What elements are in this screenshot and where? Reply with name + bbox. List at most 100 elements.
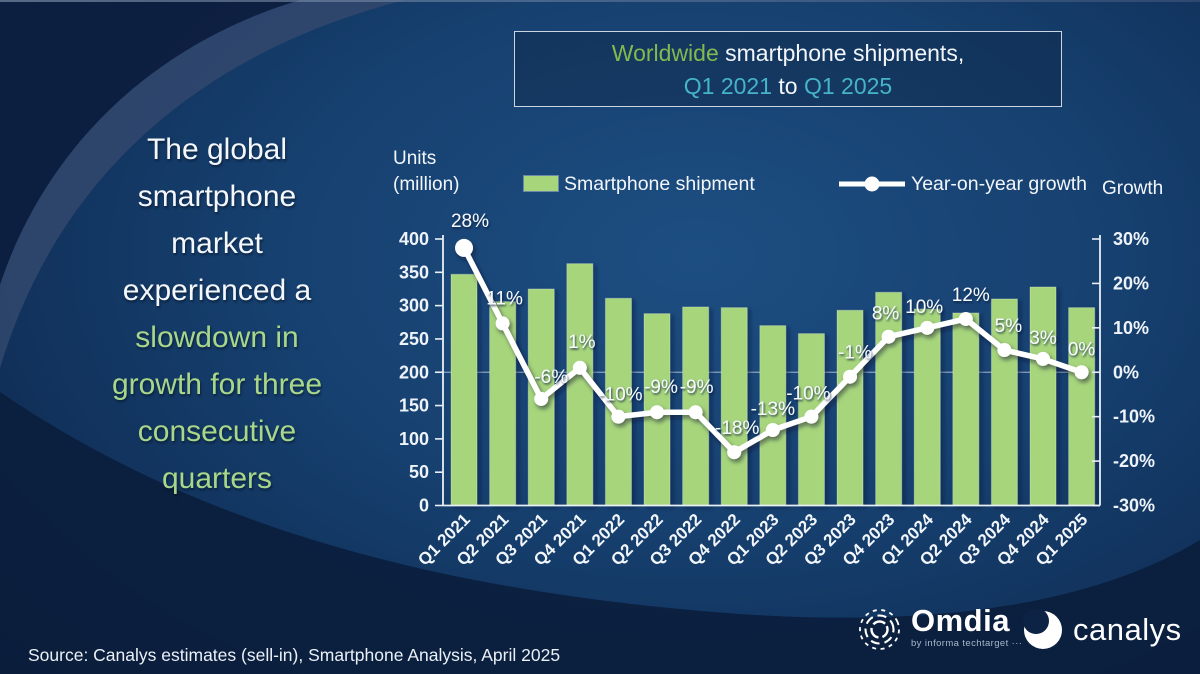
right-axis-title: Growth [1102,178,1164,199]
growth-label-Q2 2023: -10% [786,384,830,405]
title-range-sep: to [772,73,804,99]
bar-Q3 2024 [990,298,1018,506]
growth-point-Q3 2022 [688,405,703,420]
right-tick-label: -30% [1113,496,1155,516]
growth-point-Q3 2024 [997,343,1012,358]
legend-line-label: Year-on-year growth [911,173,1087,195]
chart-title-line2: Q1 2021 to Q1 2025 [515,70,1061,103]
growth-point-Q3 2023 [843,369,857,384]
growth-data-labels: 28%11%-6%1%-10% -9% -9%-18%-13%-10%-1%8% 10… [451,211,1095,439]
bar-Q2 2021 [489,301,517,506]
growth-line [455,238,1089,460]
headline-line: consecutive [137,415,297,448]
bar-Q1 2021 [450,273,478,506]
growth-point-Q1 2025 [1074,365,1089,380]
corner-swoosh-light [0,0,405,368]
chart-plot-area: 40035030025020015010050030%20%10%0%-10%-… [399,211,1155,570]
left-tick-label: 350 [399,262,429,282]
axes: 40035030025020015010050030%20%10%0%-10%-… [399,229,1155,516]
growth-label-Q3 2022: -9% [680,377,714,398]
growth-label-Q3 2023: -1% [838,343,872,364]
left-axis-title: Units (million) [393,146,460,198]
right-tick-label: 30% [1113,229,1149,249]
chart-title-line1: Worldwide smartphone shipments, [515,37,1061,70]
growth-label-Q3 2021: -6% [534,367,568,388]
corner-swoosh-dark [0,0,300,285]
bar-Q4 2022 [720,307,748,506]
growth-label-Q1 2024: 10% [905,297,943,318]
growth-point-Q2 2024 [958,311,973,326]
headline-line: growth for three [111,368,323,401]
growth-point-Q2 2023 [804,409,819,424]
left-tick-label: 300 [399,296,429,316]
growth-point-Q1 2023 [765,422,780,437]
left-tick-label: 200 [399,362,429,382]
chart-title-box: Worldwide smartphone shipments, Q1 2021 … [514,31,1062,107]
bar-Q1 2025 [1068,307,1096,506]
left-tick-label: 250 [399,329,429,349]
right-tick-label: 20% [1113,273,1149,293]
left-tick-label: 100 [399,429,429,449]
growth-point-Q4 2022 [727,445,742,460]
growth-point-Q1 2024 [920,320,935,335]
right-tick-label: -20% [1113,451,1155,471]
left-tick-label: 400 [399,229,429,249]
headline-line: quarters [161,462,273,495]
title-highlight: Worldwide [611,40,719,66]
growth-label-Q4 2022: -18% [715,418,759,439]
left-axis-title-line1: Units [393,148,437,169]
growth-label-Q4 2024: 3% [1029,328,1057,349]
bar-Q4 2024 [1029,286,1057,506]
legend-bar-swatch [524,176,558,191]
right-tick-label: 10% [1113,318,1149,338]
right-tick-label: -10% [1113,407,1155,427]
legend-line-marker [839,176,905,192]
bar-Q4 2021 [566,263,594,506]
growth-point-Q3 2021 [534,391,549,406]
left-axis-title-line2: (million) [393,174,460,195]
shipment-bars [450,263,1096,506]
growth-label-Q1 2023: -13% [751,399,795,420]
bar-Q1 2023 [759,325,787,506]
bottom-swoosh-dark [0,392,1200,674]
growth-label-Q4 2023: 8% [872,304,900,325]
bar-Q2 2024 [952,312,980,506]
right-tick-label: 0% [1113,362,1139,382]
growth-point-Q2 2022 [650,405,664,420]
headline-line: slowdown in [135,321,299,354]
growth-label-Q3 2024: 5% [995,316,1023,337]
growth-label-Q2 2022: -9% [644,377,678,398]
growth-point-Q2 2021 [495,316,510,331]
growth-label-Q1 2025: 0% [1068,339,1096,360]
growth-point-Q4 2023 [881,329,896,344]
growth-point-Q4 2024 [1036,351,1050,366]
headline-line: The global [146,133,288,166]
bar-Q1 2024 [913,308,941,506]
growth-label-Q2 2021: 11% [486,288,523,309]
growth-label-Q4 2021: 1% [568,332,596,353]
growth-label-Q2 2024: 12% [952,285,990,306]
key-insight-text: The global smartphone market experienced a s… [42,126,392,502]
left-tick-label: 50 [409,462,429,482]
source-note: Source: Canalys estimates (sell-in), Sma… [28,645,561,665]
growth-label-Q1 2022: -10% [598,385,642,406]
growth-label-Q1 2021: 28% [451,211,489,232]
growth-point-Q1 2022 [611,409,626,424]
bar-Q4 2023 [875,291,903,506]
shipments-growth-chart: Units (million) Growth Smartphone shipme… [390,135,1190,625]
growth-point-Q1 2021 [455,238,473,257]
headline-line: experienced a [122,274,312,307]
bar-Q3 2023 [836,309,864,506]
left-tick-label: 150 [399,396,429,416]
headline-line: market [171,227,263,260]
headline-line: smartphone [137,180,297,213]
legend-bar-label: Smartphone shipment [564,173,755,195]
left-tick-label: 0 [419,496,429,516]
title-range-end: Q1 2025 [803,73,893,99]
title-rest: smartphone shipments, [718,40,965,66]
title-range-start: Q1 2021 [683,73,773,99]
growth-point-Q4 2021 [572,360,587,375]
